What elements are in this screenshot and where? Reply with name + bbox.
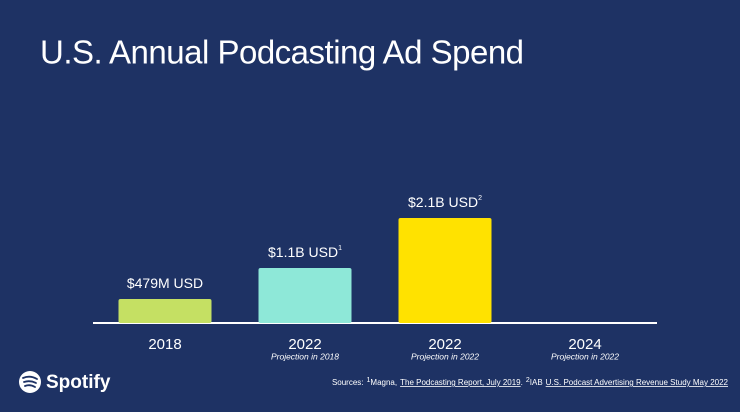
x-tick-label: 2022 [288,336,321,353]
x-tick-label: 2024 [568,336,601,353]
footnote-mark: 2 [478,195,482,202]
value-label: $1.1B USD1 [268,244,342,260]
x-tick-sublabel: Projection in 2022 [411,351,479,361]
source-end: . [521,378,523,387]
source-text: IAB [530,378,543,387]
footnote-mark: 1 [338,245,342,252]
value-label: $2.1B USD2 [408,194,482,210]
bar [118,299,212,323]
logo-waves [22,375,38,388]
spotify-logo: Spotify [19,371,111,393]
bar [258,268,352,323]
source-link: The Podcasting Report, July 2019 [400,378,521,387]
x-tick-label: 2018 [148,336,181,353]
chart-title: U.S. Annual Podcasting Ad Spend [40,34,524,71]
x-tick-sublabel: Projection in 2022 [551,351,619,361]
value-label-text: $479M USD [127,275,203,291]
footnote-mark: 1 [367,377,371,384]
sources-prefix: Sources: [332,378,364,387]
footnote-mark: 2 [526,377,530,384]
value-label-text: $2.1B USD [408,194,478,210]
value-label: $479M USD [127,275,203,291]
bar [398,218,492,323]
logo-text: Spotify [46,372,111,393]
x-tick-label: 2022 [428,336,461,353]
source-text: Magna, [370,378,397,387]
sources: Sources: 1Magna, The Podcasting Report, Ju… [332,377,729,387]
source-link: U.S. Podcast Advertising Revenue Study M… [546,378,729,387]
x-tick-sublabel: Projection in 2018 [271,351,339,361]
value-label-text: $1.1B USD [268,244,338,260]
